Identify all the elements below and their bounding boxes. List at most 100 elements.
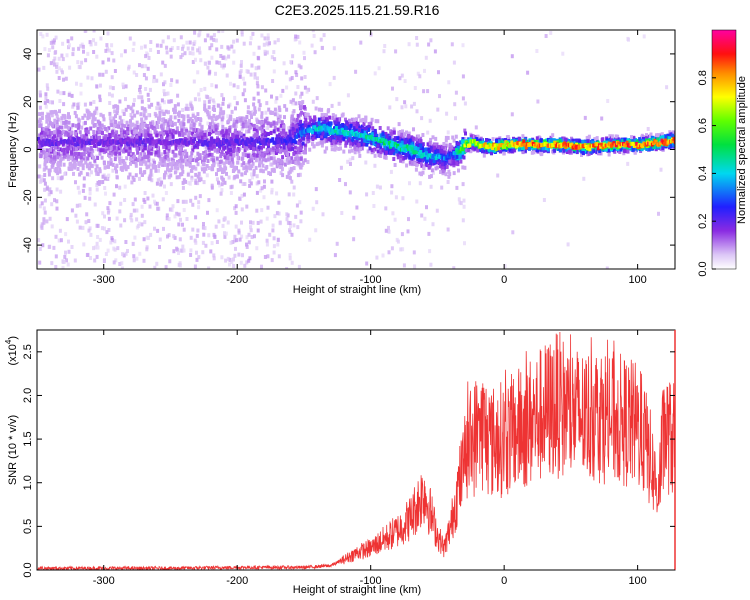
heatmap-cell bbox=[255, 190, 259, 195]
heatmap-cell bbox=[89, 126, 93, 131]
heatmap-cell bbox=[227, 104, 231, 109]
heatmap-cell bbox=[50, 130, 54, 135]
heatmap-cell bbox=[219, 137, 223, 142]
heatmap-cell bbox=[244, 165, 248, 170]
heatmap-cell bbox=[461, 96, 465, 101]
heatmap-cell bbox=[240, 156, 244, 161]
heatmap-cell bbox=[410, 156, 414, 161]
heatmap-cell bbox=[296, 225, 300, 230]
heatmap-cell bbox=[54, 111, 58, 116]
heatmap-cell bbox=[93, 258, 97, 263]
heatmap-cell bbox=[412, 250, 416, 255]
heatmap-cell bbox=[455, 161, 459, 166]
heatmap-cell bbox=[169, 173, 173, 178]
heatmap-cell bbox=[350, 148, 354, 153]
heatmap-cell bbox=[173, 214, 177, 219]
heatmap-cell bbox=[174, 153, 178, 158]
heatmap-cell bbox=[412, 127, 415, 132]
heatmap-cell bbox=[274, 151, 278, 155]
heatmap-cell bbox=[235, 38, 239, 43]
heatmap-cell bbox=[38, 118, 42, 123]
heatmap-cell bbox=[551, 133, 555, 138]
heatmap-cell bbox=[461, 43, 465, 48]
heatmap-cell bbox=[268, 110, 272, 115]
heatmap-cell bbox=[154, 168, 158, 173]
heatmap-cell bbox=[234, 131, 238, 136]
heatmap-cell bbox=[43, 147, 47, 152]
heatmap-cell bbox=[191, 51, 195, 56]
heatmap-cell bbox=[207, 105, 211, 110]
heatmap-cell bbox=[143, 146, 147, 151]
heatmap-cell bbox=[155, 201, 159, 206]
heatmap-cell bbox=[39, 32, 43, 36]
heatmap-cell bbox=[188, 181, 192, 186]
heatmap-cell bbox=[325, 146, 329, 151]
heatmap-cell bbox=[278, 119, 282, 123]
heatmap-cell bbox=[174, 130, 178, 135]
heatmap-cell bbox=[74, 114, 78, 119]
heatmap-cell bbox=[49, 154, 53, 159]
heatmap-cell bbox=[259, 168, 263, 173]
heatmap-cell bbox=[430, 168, 434, 173]
heatmap-cell bbox=[168, 207, 172, 212]
heatmap-cell bbox=[128, 172, 132, 177]
heatmap-cell bbox=[357, 149, 361, 154]
heatmap-cell bbox=[252, 51, 256, 56]
heatmap-cell bbox=[140, 222, 144, 227]
heatmap-cell bbox=[264, 88, 268, 93]
heatmap-cell bbox=[92, 100, 96, 104]
heatmap-cell bbox=[288, 253, 292, 257]
heatmap-cell bbox=[93, 123, 97, 127]
heatmap-cell bbox=[412, 101, 416, 106]
heatmap-cell bbox=[267, 107, 271, 112]
heatmap-cell bbox=[171, 149, 175, 154]
heatmap-cell bbox=[237, 252, 241, 257]
heatmap-cell bbox=[427, 42, 431, 47]
heatmap-cell bbox=[600, 116, 604, 121]
heatmap-cell bbox=[182, 248, 186, 253]
heatmap-cell bbox=[608, 134, 612, 139]
heatmap-cell bbox=[179, 248, 183, 253]
heatmap-cell bbox=[182, 126, 186, 131]
heatmap-cell bbox=[242, 133, 246, 138]
heatmap-cell bbox=[279, 165, 283, 169]
heatmap-cell bbox=[164, 170, 168, 175]
heatmap-cell bbox=[250, 164, 254, 169]
heatmap-cell bbox=[217, 219, 221, 224]
heatmap-cell bbox=[282, 129, 286, 134]
heatmap-cell bbox=[212, 37, 216, 42]
heatmap-cell bbox=[223, 165, 227, 170]
heatmap-cell bbox=[214, 38, 218, 43]
heatmap-cell bbox=[62, 162, 66, 167]
heatmap-cell bbox=[245, 235, 249, 240]
heatmap-cell bbox=[47, 133, 51, 138]
heatmap-cell bbox=[265, 242, 269, 247]
heatmap-cell bbox=[245, 245, 249, 249]
heatmap-cell bbox=[321, 45, 324, 50]
heatmap-cell bbox=[126, 129, 130, 134]
heatmap-cell bbox=[418, 154, 422, 158]
heatmap-cell bbox=[284, 148, 288, 153]
heatmap-cell bbox=[593, 148, 597, 153]
heatmap-cell bbox=[625, 138, 629, 143]
heatmap-cell bbox=[167, 217, 171, 221]
heatmap-cell bbox=[186, 161, 190, 166]
heatmap-cell bbox=[339, 146, 342, 151]
heatmap-cell bbox=[124, 84, 128, 89]
heatmap-cell bbox=[107, 126, 111, 131]
heatmap-cell bbox=[43, 162, 47, 167]
heatmap-cell bbox=[73, 163, 77, 168]
heatmap-cell bbox=[176, 129, 179, 134]
heatmap-cell bbox=[174, 165, 177, 170]
heatmap-cell bbox=[160, 157, 163, 161]
heatmap-cell bbox=[353, 135, 357, 140]
heatmap-cell bbox=[255, 174, 259, 179]
heatmap-cell bbox=[350, 117, 354, 122]
heatmap-cell bbox=[463, 165, 467, 170]
heatmap-cell bbox=[418, 181, 422, 186]
heatmap-cell bbox=[461, 182, 465, 187]
heatmap-cell bbox=[95, 164, 99, 169]
heatmap-cell bbox=[543, 148, 547, 153]
heatmap-cell bbox=[87, 228, 91, 233]
